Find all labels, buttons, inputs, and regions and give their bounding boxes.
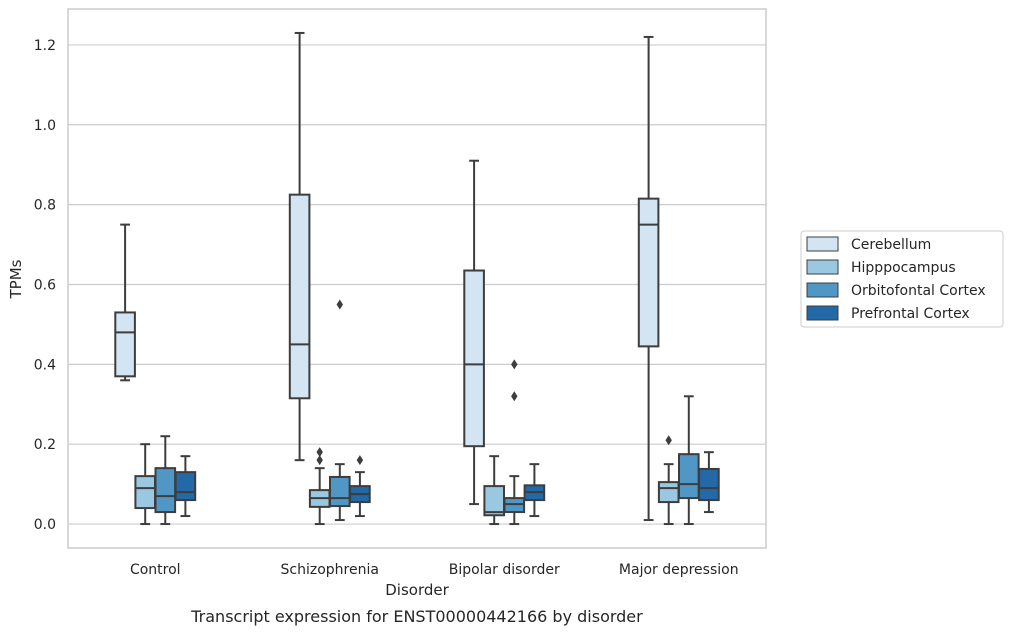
- box-hipppocampus: [308, 447, 331, 526]
- legend-item: Cerebellum: [806, 236, 931, 253]
- legend-label: Orbitofontal Cortex: [851, 283, 986, 299]
- box-iqr: [678, 453, 700, 500]
- box-prefrontal-cortex: [349, 455, 371, 518]
- box-hipppocampus: [483, 455, 505, 526]
- legend-item: Prefrontal Cortex: [806, 305, 970, 322]
- x-tick-label: Control: [130, 562, 181, 578]
- box-orbitofontal-cortex: [154, 435, 177, 526]
- box-cerebellum: [114, 223, 136, 382]
- y-tick-label: 0.6: [34, 277, 56, 293]
- chart-caption: Transcript expression for ENST0000044216…: [190, 607, 643, 626]
- plot-area: [114, 31, 720, 526]
- box-prefrontal-cortex: [523, 463, 546, 518]
- box-iqr: [288, 193, 311, 400]
- outlier-point: [356, 455, 364, 466]
- x-axis-ticks: Control Schizophrenia Bipolar disorder Majo…: [130, 562, 739, 578]
- plot-frame: [67, 8, 767, 549]
- y-tick-label: 0.2: [34, 437, 56, 453]
- y-axis-label: TPMs: [7, 259, 25, 299]
- y-tick-label: 0.4: [34, 357, 56, 373]
- y-axis-ticks: 0.0 0.2 0.4 0.6 0.8 1.0 1.2: [34, 38, 56, 533]
- x-tick-label: Bipolar disorder: [449, 562, 560, 578]
- box-prefrontal-cortex: [698, 451, 720, 514]
- legend-label: Prefrontal Cortex: [851, 306, 970, 322]
- box-iqr: [463, 269, 485, 448]
- box-iqr: [637, 197, 660, 348]
- box-hipppocampus: [134, 443, 156, 526]
- x-axis-label: Disorder: [385, 581, 449, 599]
- legend-label: Hipppocampus: [851, 260, 956, 276]
- box-cerebellum: [288, 31, 311, 462]
- y-tick-label: 0.0: [34, 517, 56, 533]
- legend-label: Cerebellum: [851, 237, 931, 253]
- legend-box: [800, 230, 1004, 328]
- box-iqr: [154, 467, 177, 514]
- legend-item: Orbitofontal Cortex: [806, 282, 986, 299]
- legend-swatch: [806, 259, 839, 275]
- gridlines: [68, 44, 766, 525]
- box-orbitofontal-cortex: [678, 395, 700, 526]
- box-orbitofontal-cortex: [329, 299, 351, 522]
- box-cerebellum: [637, 35, 660, 522]
- y-tick-label: 1.2: [34, 38, 56, 54]
- box-iqr: [329, 475, 351, 508]
- box-cerebellum: [463, 159, 485, 506]
- box-iqr: [114, 311, 136, 378]
- box-orbitofontal-cortex: [503, 359, 526, 526]
- box-prefrontal-cortex: [174, 455, 197, 518]
- box-hipppocampus: [657, 435, 680, 526]
- box-iqr: [174, 471, 197, 502]
- legend-swatch: [806, 282, 839, 298]
- outlier-point: [316, 447, 323, 458]
- legend: Cerebellum Hipppocampus Orbitofontal Corte…: [800, 230, 1004, 328]
- outlier-point: [511, 359, 518, 370]
- box-iqr: [657, 481, 680, 504]
- y-tick-label: 0.8: [34, 198, 56, 214]
- outlier-point: [316, 455, 323, 466]
- legend-swatch: [806, 305, 839, 321]
- x-tick-label: Major depression: [619, 562, 739, 578]
- legend-item: Hipppocampus: [806, 259, 956, 276]
- x-tick-label: Schizophrenia: [281, 562, 379, 578]
- box-iqr: [698, 467, 720, 502]
- outlier-point: [665, 435, 672, 446]
- box-iqr: [483, 485, 505, 517]
- outlier-point: [511, 391, 518, 402]
- box-iqr: [134, 475, 156, 510]
- legend-swatch: [806, 236, 839, 252]
- y-tick-label: 1.0: [34, 118, 56, 134]
- outlier-point: [336, 299, 343, 310]
